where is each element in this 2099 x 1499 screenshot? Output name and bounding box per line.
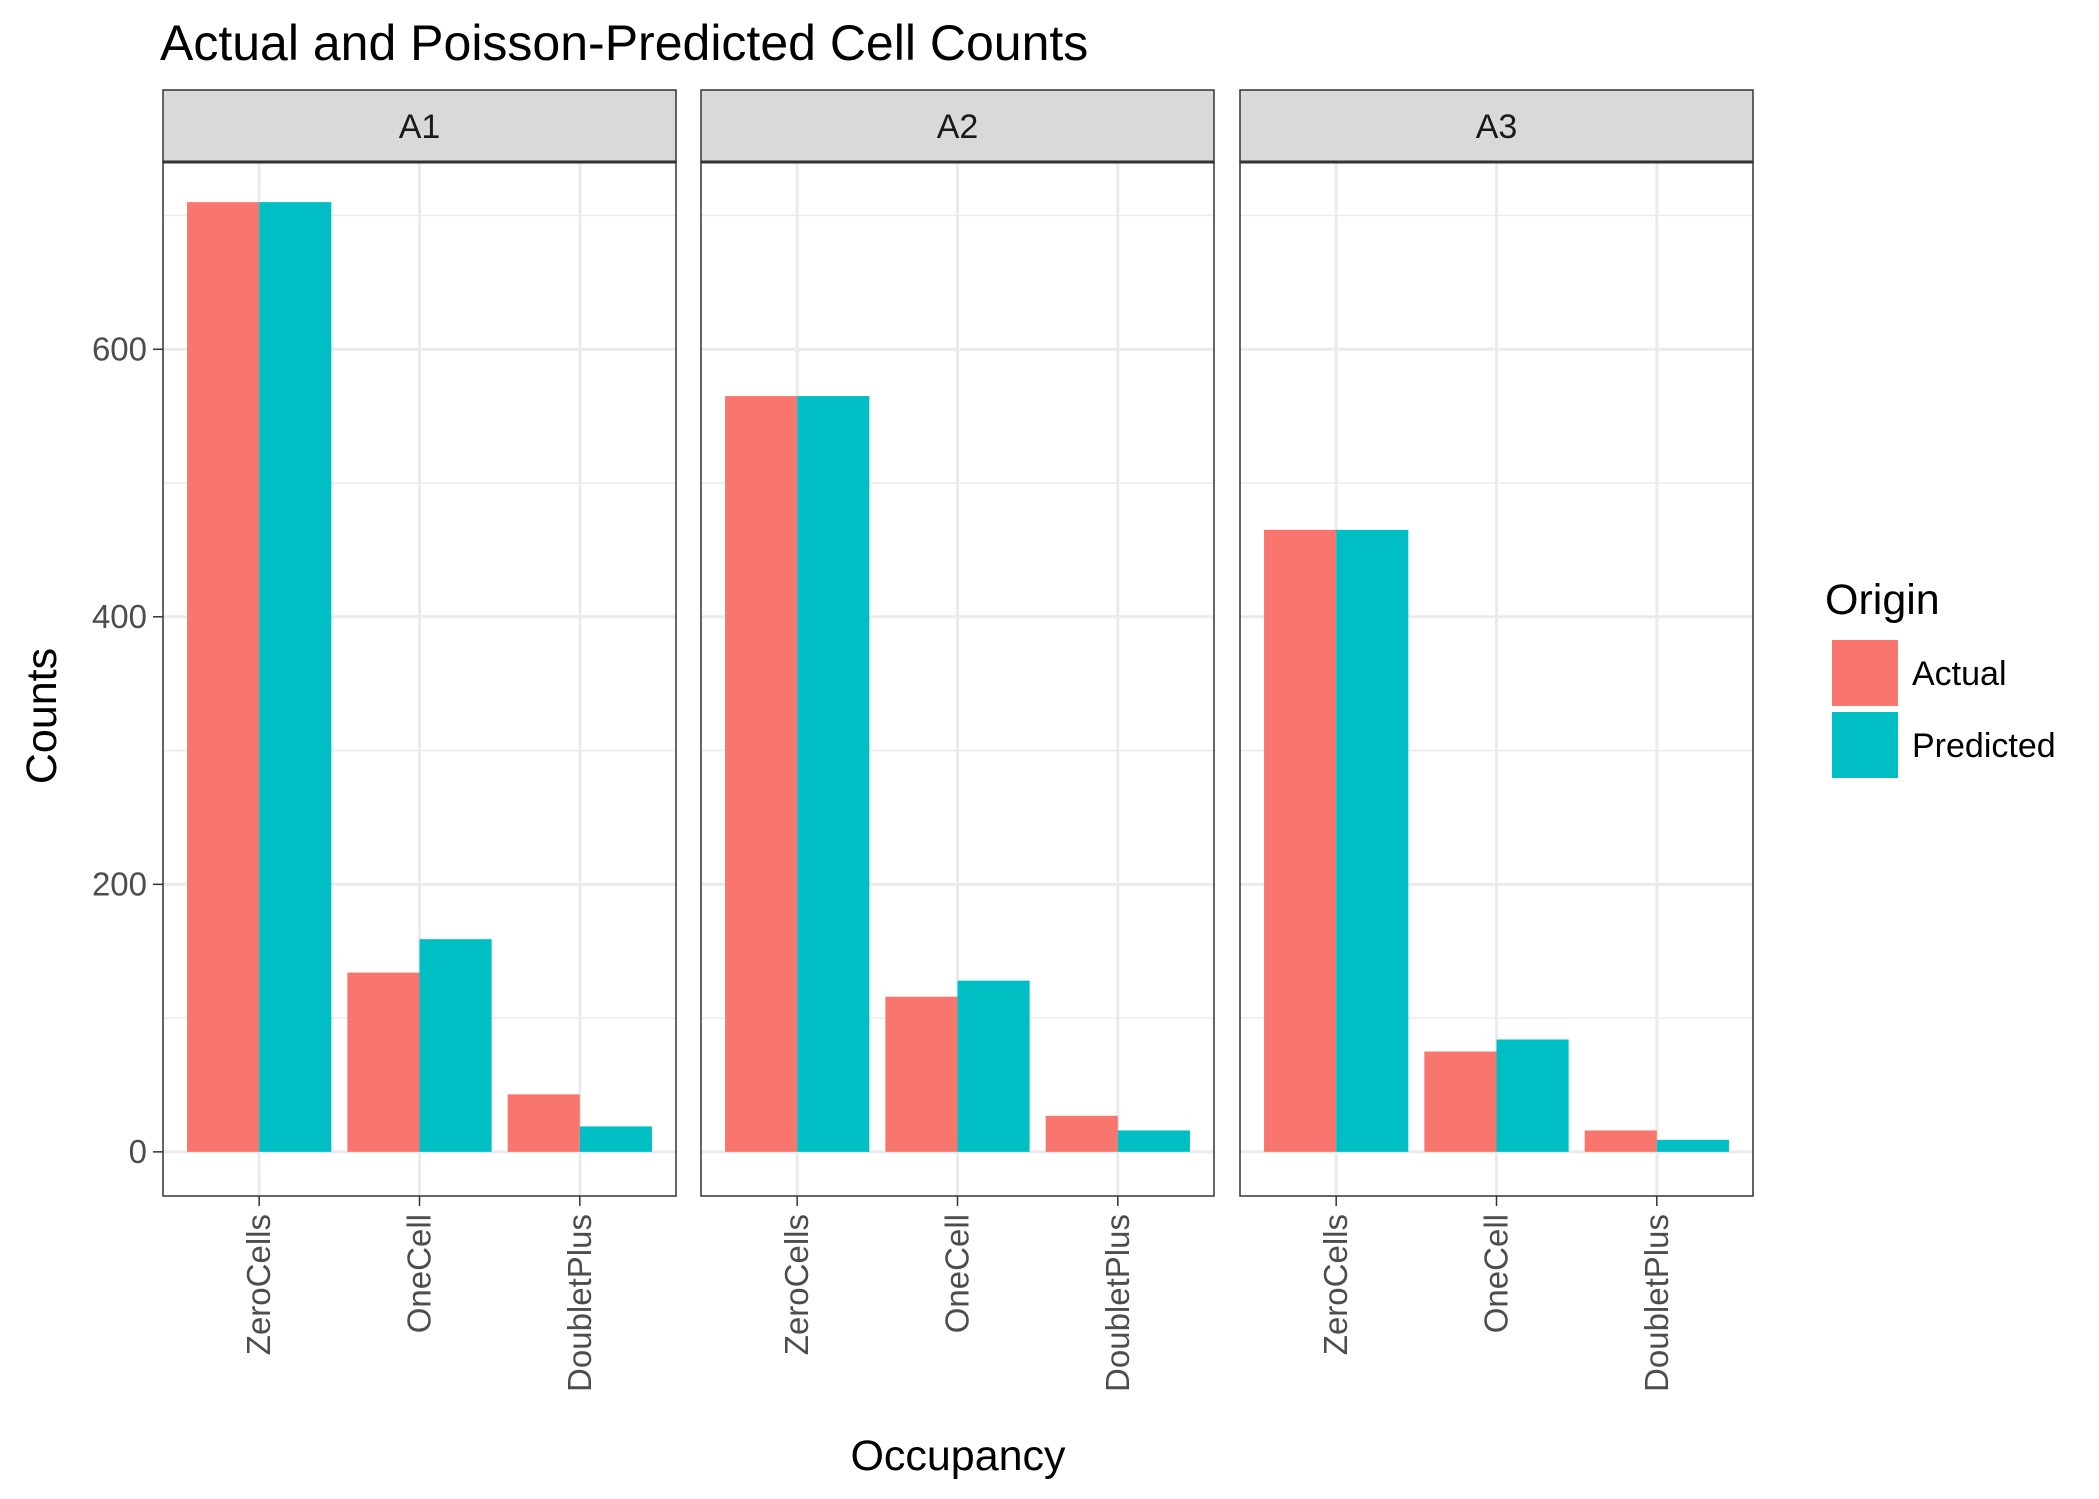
bar-A2-OneCell-Predicted bbox=[957, 980, 1030, 1152]
strip-background bbox=[700, 89, 1215, 163]
bar-A2-DoubletPlus-Actual bbox=[1045, 1115, 1118, 1152]
bar-A3-DoubletPlus-Actual bbox=[1584, 1130, 1657, 1152]
panel-A3: A3 ZeroCells OneCell DoubletPlus bbox=[1239, 89, 1754, 1392]
strip-background bbox=[162, 89, 677, 163]
panel-A2: A2 ZeroCells OneCell DoubletPlus bbox=[700, 89, 1215, 1392]
strip-label-A1: A1 bbox=[399, 108, 441, 146]
x-tick-label-ZeroCells: ZeroCells bbox=[778, 1214, 815, 1355]
chart-title: Actual and Poisson-Predicted Cell Counts bbox=[160, 15, 1088, 71]
x-tick-label-OneCell: OneCell bbox=[939, 1214, 976, 1333]
x-tick-label-DoubletPlus: DoubletPlus bbox=[1099, 1214, 1136, 1392]
bar-A2-ZeroCells-Actual bbox=[725, 396, 798, 1152]
bar-A2-OneCell-Actual bbox=[885, 996, 958, 1152]
bar-A2-DoubletPlus-Predicted bbox=[1117, 1130, 1190, 1152]
x-axis-title: Occupancy bbox=[850, 1432, 1066, 1480]
strip-background bbox=[1239, 89, 1754, 163]
x-tick-label-ZeroCells: ZeroCells bbox=[240, 1214, 277, 1355]
x-tick-label-ZeroCells: ZeroCells bbox=[1317, 1214, 1354, 1355]
legend: Origin Actual Predicted bbox=[1825, 576, 2056, 778]
bar-A3-OneCell-Predicted bbox=[1496, 1039, 1569, 1152]
legend-label-Actual: Actual bbox=[1912, 655, 2007, 693]
panels: A1 ZeroCells OneCell DoubletPlus A2 ZeroCells… bbox=[162, 89, 1754, 1392]
y-axis: 0 200 400 600 bbox=[92, 330, 163, 1170]
bar-A2-ZeroCells-Predicted bbox=[797, 396, 870, 1152]
strip-label-A2: A2 bbox=[937, 108, 979, 146]
legend-key-Predicted bbox=[1832, 712, 1898, 778]
bar-A3-DoubletPlus-Predicted bbox=[1656, 1139, 1729, 1152]
x-tick-label-OneCell: OneCell bbox=[401, 1214, 438, 1333]
y-axis-title: Counts bbox=[18, 648, 66, 784]
bar-A3-ZeroCells-Actual bbox=[1264, 529, 1337, 1152]
bar-A1-DoubletPlus-Actual bbox=[507, 1094, 580, 1152]
bar-A3-OneCell-Actual bbox=[1424, 1051, 1497, 1152]
legend-title: Origin bbox=[1825, 576, 1940, 624]
bar-A1-OneCell-Predicted bbox=[419, 939, 492, 1152]
x-tick-label-DoubletPlus: DoubletPlus bbox=[561, 1214, 598, 1392]
bar-A1-ZeroCells-Actual bbox=[187, 202, 260, 1152]
x-tick-label-DoubletPlus: DoubletPlus bbox=[1638, 1214, 1675, 1392]
x-tick-label-OneCell: OneCell bbox=[1478, 1214, 1515, 1333]
panel-A1: A1 ZeroCells OneCell DoubletPlus bbox=[162, 89, 677, 1392]
legend-key-Actual bbox=[1832, 640, 1898, 706]
y-tick-label: 200 bbox=[92, 865, 147, 902]
y-tick-label: 400 bbox=[92, 598, 147, 635]
y-tick-label: 600 bbox=[92, 330, 147, 367]
bar-A1-OneCell-Actual bbox=[347, 972, 420, 1152]
bar-A1-ZeroCells-Predicted bbox=[259, 202, 332, 1152]
bar-A3-ZeroCells-Predicted bbox=[1336, 529, 1409, 1152]
bar-A1-DoubletPlus-Predicted bbox=[579, 1126, 652, 1152]
legend-label-Predicted: Predicted bbox=[1912, 727, 2056, 765]
y-tick-label: 0 bbox=[129, 1133, 147, 1170]
strip-label-A3: A3 bbox=[1476, 108, 1518, 146]
